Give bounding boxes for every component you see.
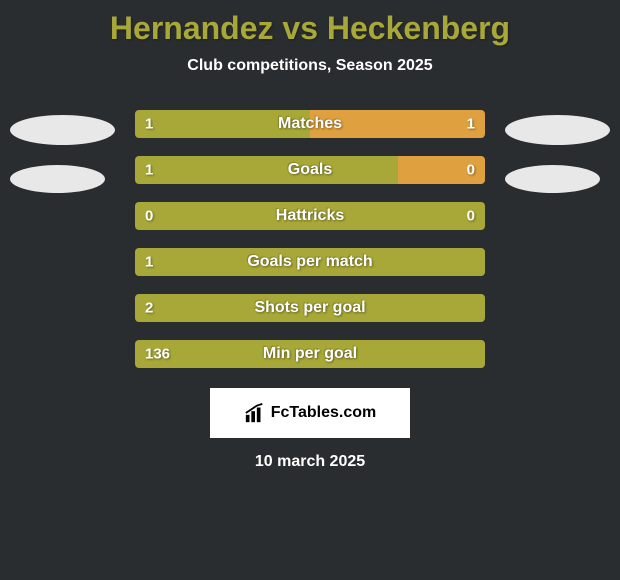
- chart-icon: [244, 402, 266, 424]
- stat-value-left: 0: [145, 208, 153, 225]
- player-avatar-right-1: [505, 115, 610, 145]
- page-title: Hernandez vs Heckenberg: [110, 10, 510, 47]
- stat-row: Min per goal 136: [135, 340, 485, 368]
- stat-value-right: 1: [467, 116, 475, 133]
- stat-bar-left: [135, 156, 398, 184]
- comparison-area: Matches 1 1 Goals 1 0 Hattricks 0 0 Goals per mat…: [0, 110, 620, 368]
- stat-row: Goals 1 0: [135, 156, 485, 184]
- stat-value-right: 0: [467, 208, 475, 225]
- stat-label: Goals: [288, 161, 332, 179]
- comparison-container: Hernandez vs Heckenberg Club competition…: [0, 0, 620, 580]
- stat-bars: Matches 1 1 Goals 1 0 Hattricks 0 0 Goals per mat…: [135, 110, 485, 368]
- stat-value-left: 1: [145, 254, 153, 271]
- stat-row: Goals per match 1: [135, 248, 485, 276]
- stat-label: Goals per match: [247, 253, 372, 271]
- stat-value-left: 136: [145, 346, 170, 363]
- brand-text: FcTables.com: [271, 404, 377, 422]
- stat-row: Shots per goal 2: [135, 294, 485, 322]
- player-avatar-left-1: [10, 115, 115, 145]
- stat-label: Shots per goal: [254, 299, 365, 317]
- stat-value-left: 2: [145, 300, 153, 317]
- stat-row: Matches 1 1: [135, 110, 485, 138]
- player-avatar-left-2: [10, 165, 105, 193]
- stat-label: Matches: [278, 115, 342, 133]
- stat-value-left: 1: [145, 116, 153, 133]
- stat-label: Min per goal: [263, 345, 357, 363]
- player-avatar-right-2: [505, 165, 600, 193]
- page-subtitle: Club competitions, Season 2025: [187, 57, 432, 75]
- avatar-column-left: [10, 115, 115, 193]
- stat-label: Hattricks: [276, 207, 344, 225]
- stat-value-right: 0: [467, 162, 475, 179]
- brand-box: FcTables.com: [210, 388, 410, 438]
- stat-row: Hattricks 0 0: [135, 202, 485, 230]
- stat-value-left: 1: [145, 162, 153, 179]
- date-text: 10 march 2025: [255, 453, 365, 471]
- avatar-column-right: [505, 115, 610, 193]
